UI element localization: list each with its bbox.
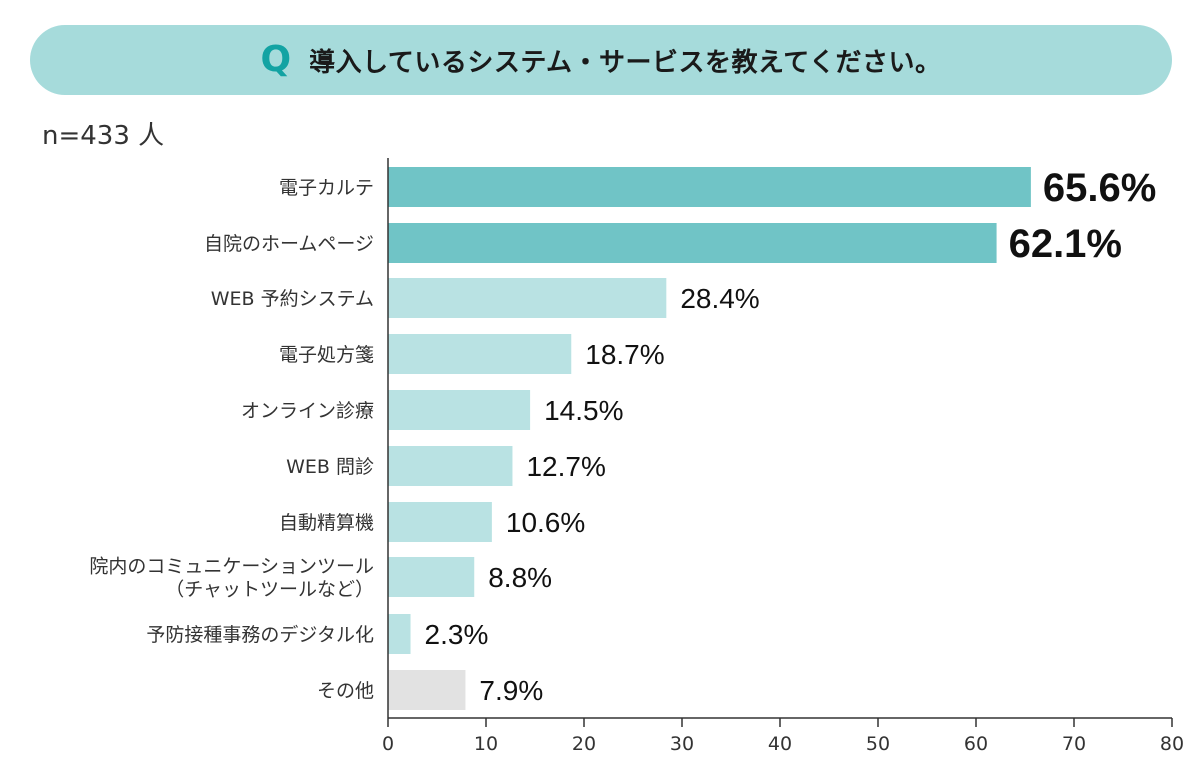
- x-tick-label: 80: [1160, 733, 1184, 755]
- bar: [388, 502, 492, 542]
- bar: [388, 614, 411, 654]
- category-label: 電子処方箋: [279, 344, 374, 366]
- value-label: 12.7%: [526, 451, 605, 482]
- value-label: 2.3%: [425, 619, 489, 650]
- value-label: 7.9%: [479, 675, 543, 706]
- bar: [388, 223, 997, 263]
- category-label: WEB 問診: [286, 456, 374, 478]
- bar: [388, 446, 513, 486]
- bar: [388, 670, 466, 710]
- category-label: （チャットツールなど）: [165, 579, 374, 601]
- x-tick-label: 0: [382, 733, 394, 755]
- value-label: 14.5%: [544, 395, 623, 426]
- q-mark-icon: Q: [260, 39, 292, 80]
- category-label: WEB 予約システム: [211, 288, 374, 310]
- bar: [388, 167, 1031, 207]
- category-label: その他: [317, 680, 374, 702]
- category-label: 予防接種事務のデジタル化: [146, 624, 374, 646]
- value-label: 10.6%: [506, 507, 585, 538]
- question-banner: Q 導入しているシステム・サービスを教えてください。: [30, 25, 1172, 95]
- category-label: 電子カルテ: [279, 177, 374, 199]
- sample-size: n=433 人: [42, 121, 165, 151]
- value-label: 18.7%: [585, 339, 664, 370]
- value-label: 8.8%: [488, 562, 552, 593]
- bar: [388, 278, 667, 318]
- x-tick-label: 10: [474, 733, 498, 755]
- x-tick-label: 20: [572, 733, 596, 755]
- category-label: 自院のホームページ: [204, 233, 374, 255]
- value-label: 65.6%: [1043, 166, 1156, 210]
- bar: [388, 334, 572, 374]
- x-tick-label: 30: [670, 733, 694, 755]
- category-label: 院内のコミュニケーションツール: [89, 556, 374, 578]
- category-label: 自動精算機: [279, 512, 374, 534]
- category-label: オンライン診療: [241, 400, 374, 422]
- question-text: 導入しているシステム・サービスを教えてください。: [309, 47, 942, 78]
- x-tick-label: 50: [866, 733, 890, 755]
- x-tick-label: 70: [1062, 733, 1086, 755]
- x-tick-label: 40: [768, 733, 792, 755]
- bar: [388, 390, 531, 430]
- bar: [388, 557, 475, 597]
- x-tick-label: 60: [964, 733, 988, 755]
- value-label: 28.4%: [680, 283, 759, 314]
- value-label: 62.1%: [1009, 222, 1122, 266]
